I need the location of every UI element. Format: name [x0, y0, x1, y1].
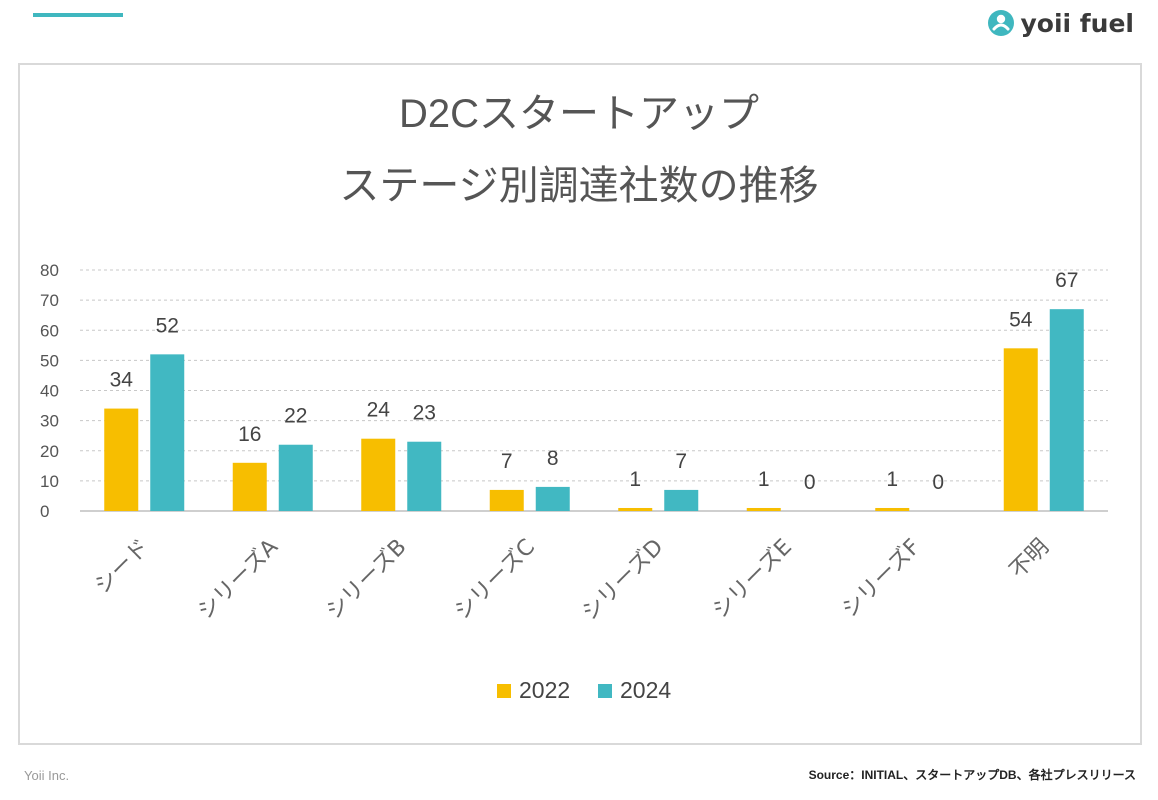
x-tick-label: 不明 [1005, 535, 1054, 584]
data-label: 54 [1009, 308, 1033, 331]
data-label: 0 [804, 471, 816, 494]
y-tick-label: 70 [40, 291, 59, 310]
x-tick-label: シリーズE [708, 535, 797, 624]
legend-label: 2022 [519, 677, 570, 703]
data-label: 7 [675, 450, 687, 473]
y-tick-label: 30 [40, 412, 59, 431]
brand-logo: yoii fuel [986, 8, 1134, 38]
footer-company: Yoii Inc. [24, 768, 70, 783]
bar-2022 [1003, 348, 1038, 511]
data-label: 1 [629, 468, 641, 491]
data-label: 0 [932, 471, 944, 494]
bar-2022 [104, 408, 139, 511]
y-tick-label: 50 [40, 351, 59, 370]
data-label: 24 [367, 399, 391, 422]
x-tick-label: シリーズD [577, 535, 668, 626]
data-label: 22 [284, 405, 307, 428]
bar-2022 [361, 438, 396, 511]
x-tick-label: シリーズB [322, 535, 412, 625]
y-tick-label: 60 [40, 321, 59, 340]
data-label: 8 [547, 447, 559, 470]
x-tick-label: シリーズC [450, 535, 540, 625]
data-label: 1 [886, 468, 898, 491]
y-tick-label: 20 [40, 442, 59, 461]
x-tick-label: シード [90, 535, 154, 599]
bar-2024 [1049, 309, 1084, 511]
legend-swatch [598, 684, 612, 698]
y-tick-label: 0 [40, 502, 49, 521]
footer-source: Source：INITIAL、スタートアップDB、各社プレスリリース [808, 768, 1136, 782]
bar-2022 [618, 507, 653, 511]
bar-2024 [278, 444, 313, 511]
bar-2024 [150, 354, 185, 511]
legend-label: 2024 [620, 677, 671, 703]
x-tick-label: シリーズA [193, 535, 283, 625]
y-tick-label: 40 [40, 382, 59, 401]
data-label: 52 [156, 314, 179, 337]
brand-name: yoii fuel [1020, 8, 1134, 38]
data-label: 1 [758, 468, 770, 491]
y-tick-label: 80 [40, 261, 59, 280]
data-label: 7 [501, 450, 513, 473]
brand-mark-icon [988, 10, 1015, 36]
data-label: 67 [1055, 269, 1078, 292]
data-label: 34 [110, 369, 134, 392]
chart-title-block: D2Cスタートアップ ステージ別調達社数の推移 [0, 88, 1158, 232]
chart-panel [18, 63, 1142, 745]
top-accent-bar [33, 13, 123, 17]
bar-2022 [232, 462, 267, 511]
bar-2022 [746, 507, 781, 511]
chart-subtitle: ステージ別調達社数の推移 [339, 164, 819, 208]
y-tick-label: 10 [40, 472, 59, 491]
x-tick-label: シリーズF [837, 535, 925, 623]
chart-title: D2Cスタートアップ [398, 92, 760, 136]
bar-2022 [875, 507, 910, 511]
bar-2024 [664, 489, 699, 511]
data-label: 23 [413, 402, 436, 425]
bar-2022 [489, 489, 524, 511]
legend-swatch [497, 684, 511, 698]
bar-2024 [535, 486, 570, 511]
bar-2024 [407, 441, 442, 511]
data-label: 16 [238, 423, 261, 446]
